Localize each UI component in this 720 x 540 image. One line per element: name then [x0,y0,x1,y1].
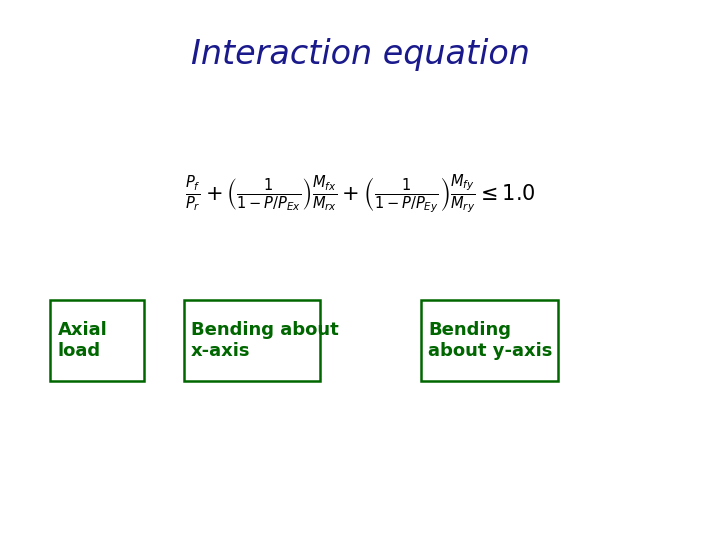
FancyBboxPatch shape [50,300,144,381]
Text: $\frac{P_f}{P_r} + \left(\frac{1}{1 - P/P_{Ex}}\right)\frac{M_{fx}}{M_{rx}} + \l: $\frac{P_f}{P_r} + \left(\frac{1}{1 - P/… [185,173,535,216]
Text: Bending about
x-axis: Bending about x-axis [191,321,338,360]
Text: Interaction equation: Interaction equation [191,38,529,71]
FancyBboxPatch shape [184,300,320,381]
Text: Axial
load: Axial load [58,321,107,360]
Text: Bending
about y-axis: Bending about y-axis [428,321,553,360]
FancyBboxPatch shape [421,300,558,381]
